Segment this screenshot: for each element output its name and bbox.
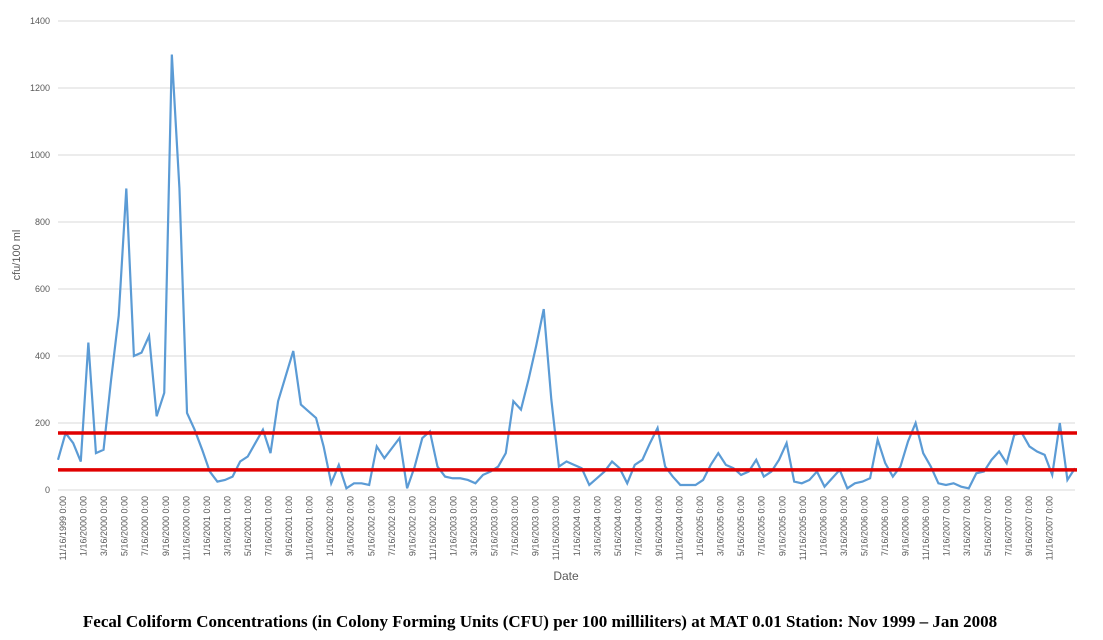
x-tick-label: 3/16/2004 0:00 — [592, 496, 602, 556]
x-tick-label: 11/16/2007 0:00 — [1044, 496, 1054, 560]
x-tick-label: 7/16/2002 0:00 — [387, 496, 397, 556]
x-tick-label: 5/16/2005 0:00 — [736, 496, 746, 556]
x-tick-label: 3/16/2001 0:00 — [222, 496, 232, 556]
x-tick-label: 7/16/2005 0:00 — [757, 496, 767, 556]
x-tick-label: 9/16/2001 0:00 — [284, 496, 294, 556]
figure-caption: Fecal Coliform Concentrations (in Colony… — [0, 612, 1080, 632]
x-tick-label: 9/16/2007 0:00 — [1024, 496, 1034, 556]
y-axis-ticks: 0 200 400 600 800 1000 1200 1400 — [30, 16, 50, 495]
x-tick-label: 5/16/2003 0:00 — [490, 496, 500, 556]
x-axis-ticks: 11/16/1999 0:00 1/16/2000 0:00 3/16/2000 0… — [58, 496, 1054, 560]
x-tick-label: 11/16/2004 0:00 — [675, 496, 685, 560]
x-tick-label: 1/16/2002 0:00 — [325, 496, 335, 556]
x-tick-label: 9/16/2000 0:00 — [161, 496, 171, 556]
x-tick-label: 11/16/1999 0:00 — [58, 496, 68, 560]
x-tick-label: 11/16/2005 0:00 — [798, 496, 808, 560]
x-tick-label: 5/16/2007 0:00 — [983, 496, 993, 556]
x-tick-label: 1/16/2004 0:00 — [572, 496, 582, 556]
x-tick-label: 3/16/2007 0:00 — [962, 496, 972, 556]
x-tick-label: 1/16/2005 0:00 — [695, 496, 705, 556]
x-tick-label: 1/16/2006 0:00 — [818, 496, 828, 556]
x-tick-label: 7/16/2006 0:00 — [880, 496, 890, 556]
x-tick-label: 11/16/2002 0:00 — [428, 496, 438, 560]
x-tick-label: 1/16/2007 0:00 — [942, 496, 952, 556]
gridlines — [58, 21, 1075, 490]
x-tick-label: 5/16/2002 0:00 — [366, 496, 376, 556]
x-tick-label: 11/16/2000 0:00 — [181, 496, 191, 560]
x-tick-label: 3/16/2003 0:00 — [469, 496, 479, 556]
y-tick-label: 600 — [35, 284, 50, 294]
x-tick-label: 11/16/2001 0:00 — [305, 496, 315, 560]
x-tick-label: 9/16/2002 0:00 — [407, 496, 417, 556]
x-tick-label: 7/16/2001 0:00 — [264, 496, 274, 556]
y-tick-label: 200 — [35, 418, 50, 428]
x-tick-label: 1/16/2003 0:00 — [449, 496, 459, 556]
y-tick-label: 0 — [45, 485, 50, 495]
x-tick-label: 5/16/2004 0:00 — [613, 496, 623, 556]
y-axis-label: cfu/100 ml — [11, 230, 23, 281]
x-tick-label: 1/16/2000 0:00 — [79, 496, 89, 556]
y-tick-label: 400 — [35, 351, 50, 361]
x-tick-label: 7/16/2000 0:00 — [140, 496, 150, 556]
x-axis-label: Date — [553, 569, 579, 583]
y-tick-label: 1200 — [30, 83, 50, 93]
y-tick-label: 1400 — [30, 16, 50, 26]
reference-lines — [58, 433, 1077, 470]
x-tick-label: 11/16/2003 0:00 — [551, 496, 561, 560]
y-tick-label: 1000 — [30, 150, 50, 160]
x-tick-label: 5/16/2006 0:00 — [860, 496, 870, 556]
x-tick-label: 3/16/2006 0:00 — [839, 496, 849, 556]
x-tick-label: 7/16/2003 0:00 — [510, 496, 520, 556]
x-tick-label: 3/16/2005 0:00 — [716, 496, 726, 556]
x-tick-label: 5/16/2000 0:00 — [120, 496, 130, 556]
y-tick-label: 800 — [35, 217, 50, 227]
x-tick-label: 7/16/2004 0:00 — [633, 496, 643, 556]
x-tick-label: 5/16/2001 0:00 — [243, 496, 253, 556]
x-tick-label: 3/16/2002 0:00 — [346, 496, 356, 556]
x-tick-label: 7/16/2007 0:00 — [1003, 496, 1013, 556]
x-tick-label: 9/16/2003 0:00 — [531, 496, 541, 556]
x-tick-label: 1/16/2001 0:00 — [202, 496, 212, 556]
x-tick-label: 9/16/2006 0:00 — [901, 496, 911, 556]
x-tick-label: 9/16/2004 0:00 — [654, 496, 664, 556]
x-tick-label: 11/16/2006 0:00 — [921, 496, 931, 560]
x-tick-label: 9/16/2005 0:00 — [777, 496, 787, 556]
x-tick-label: 3/16/2000 0:00 — [99, 496, 109, 556]
